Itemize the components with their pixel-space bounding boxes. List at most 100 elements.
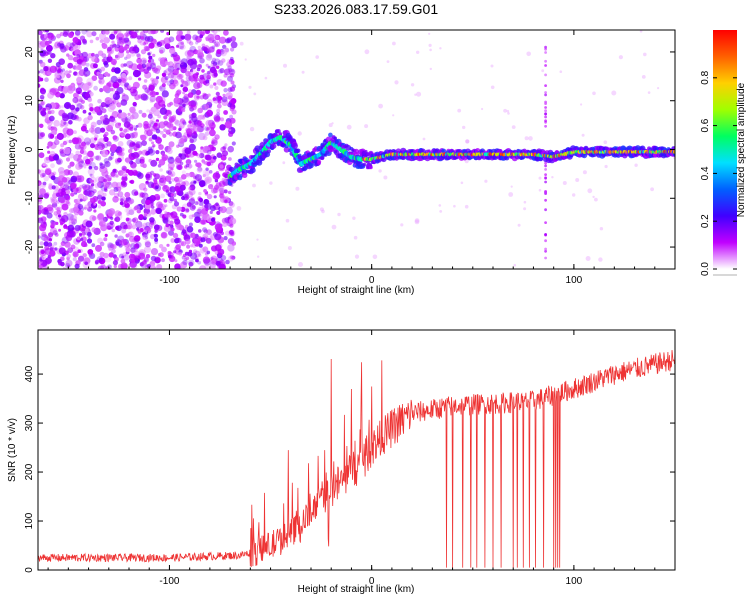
- spectrogram-point: [223, 110, 229, 115]
- spectrogram-point: [39, 77, 44, 82]
- spectrogram-point: [95, 36, 100, 41]
- colorbar-tick-label: 0.0: [700, 262, 711, 276]
- spectrogram-point: [181, 44, 186, 50]
- spectrogram-point: [121, 94, 129, 102]
- spectrogram-point: [191, 214, 195, 218]
- spectrogram-point: [126, 206, 134, 215]
- spectrogram-point: [186, 202, 192, 207]
- spectrogram-point: [56, 104, 62, 110]
- spectrogram-point: [179, 138, 185, 144]
- spectrogram-point: [94, 182, 101, 189]
- spectrogram-point: [46, 212, 53, 219]
- spectrogram-point: [544, 93, 547, 97]
- spectrogram-point: [167, 72, 175, 79]
- spectrogram-point: [166, 102, 172, 108]
- spectrogram-point: [229, 114, 234, 119]
- spectrogram-point: [603, 140, 608, 144]
- spectrogram-point: [134, 147, 138, 151]
- spectrogram-point: [75, 87, 83, 94]
- spectrogram-point: [43, 241, 49, 247]
- spectrogram-point: [72, 257, 77, 262]
- spectrogram-point: [55, 91, 61, 98]
- spectrogram-point: [97, 265, 105, 269]
- ridge-point: [333, 136, 337, 140]
- spectrogram-point: [72, 37, 79, 43]
- spectrogram-point: [230, 41, 238, 49]
- spectrogram-point: [103, 237, 108, 242]
- spectrogram-point: [72, 206, 79, 213]
- spectrogram-point: [128, 148, 133, 154]
- spectrogram-point: [185, 208, 190, 212]
- spectrogram-point: [297, 131, 302, 136]
- spectrogram-point: [69, 208, 74, 213]
- spectrogram-point: [191, 205, 196, 210]
- spectrogram-point: [38, 169, 45, 176]
- spectrogram-point: [219, 124, 226, 131]
- spectrogram-point: [67, 32, 74, 38]
- spectrogram-point: [414, 219, 420, 225]
- spectrogram-point: [428, 43, 432, 48]
- spectrogram-point: [541, 69, 545, 73]
- spectrogram-point: [136, 83, 140, 87]
- spectrogram-point: [84, 228, 89, 233]
- spectrogram-point: [206, 109, 214, 117]
- spectrogram-point: [113, 192, 120, 198]
- snr-xlabel: Height of straight line (km): [298, 584, 415, 595]
- spectrogram-point: [200, 219, 206, 225]
- spectrogram-point: [135, 220, 143, 229]
- spectrogram-point: [149, 99, 154, 104]
- spectrogram-point: [189, 181, 195, 187]
- spectrogram-point: [158, 144, 164, 150]
- spectrogram-point: [153, 122, 158, 127]
- spectrogram-point: [186, 191, 194, 198]
- spectrogram-point: [145, 254, 151, 259]
- spectrogram-point: [179, 60, 185, 66]
- spectrogram-point: [167, 61, 174, 68]
- x-tick-label: -100: [159, 576, 179, 587]
- spectrogram-point: [53, 139, 60, 146]
- spectrogram-point: [157, 114, 162, 119]
- spectrogram-point: [38, 217, 44, 224]
- ridge-point: [362, 162, 367, 167]
- spectrogram-point: [159, 168, 163, 172]
- spectrogram-point: [191, 104, 197, 111]
- spectrogram-point: [194, 159, 198, 163]
- spectrogram-point: [38, 264, 43, 269]
- spectrogram-point: [215, 91, 220, 96]
- spectrogram-point: [219, 68, 225, 74]
- spectrogram-point: [202, 135, 208, 141]
- spectrogram-point: [168, 116, 175, 123]
- spectrogram-point: [140, 262, 145, 267]
- spectrogram-point: [182, 109, 186, 113]
- spectrogram-point: [104, 131, 109, 137]
- spectrogram-point: [172, 79, 178, 85]
- spectrogram-point: [153, 233, 159, 238]
- spectrogram-point: [40, 100, 46, 106]
- spectrogram-point: [62, 140, 68, 146]
- spectrogram-point: [121, 255, 125, 259]
- spectrogram-point: [147, 59, 151, 63]
- spectrogram-point: [206, 126, 210, 131]
- spectrogram-point: [214, 134, 220, 140]
- spectrogram-point: [185, 172, 190, 177]
- spectrogram-point: [127, 112, 131, 116]
- spectrogram-point: [38, 209, 42, 215]
- spectrogram-point: [212, 97, 217, 101]
- spectrogram-point: [99, 39, 104, 43]
- spectrogram-point: [172, 68, 179, 76]
- spectrogram-point: [39, 188, 46, 195]
- spectrogram-point: [89, 197, 94, 202]
- spectrogram-point: [48, 39, 53, 44]
- spectrogram-point: [383, 175, 388, 180]
- spectrogram-point: [88, 191, 93, 196]
- spectrogram-point: [180, 41, 184, 45]
- spectrogram-point: [228, 131, 234, 137]
- spectrogram-point: [508, 192, 514, 197]
- spectrogram-point: [181, 68, 185, 72]
- spectrogram-point: [141, 149, 148, 156]
- spectrogram-point: [148, 55, 153, 60]
- spectrogram-point: [47, 71, 52, 76]
- spectrogram-point: [202, 227, 208, 233]
- spectrogram-point: [429, 67, 432, 71]
